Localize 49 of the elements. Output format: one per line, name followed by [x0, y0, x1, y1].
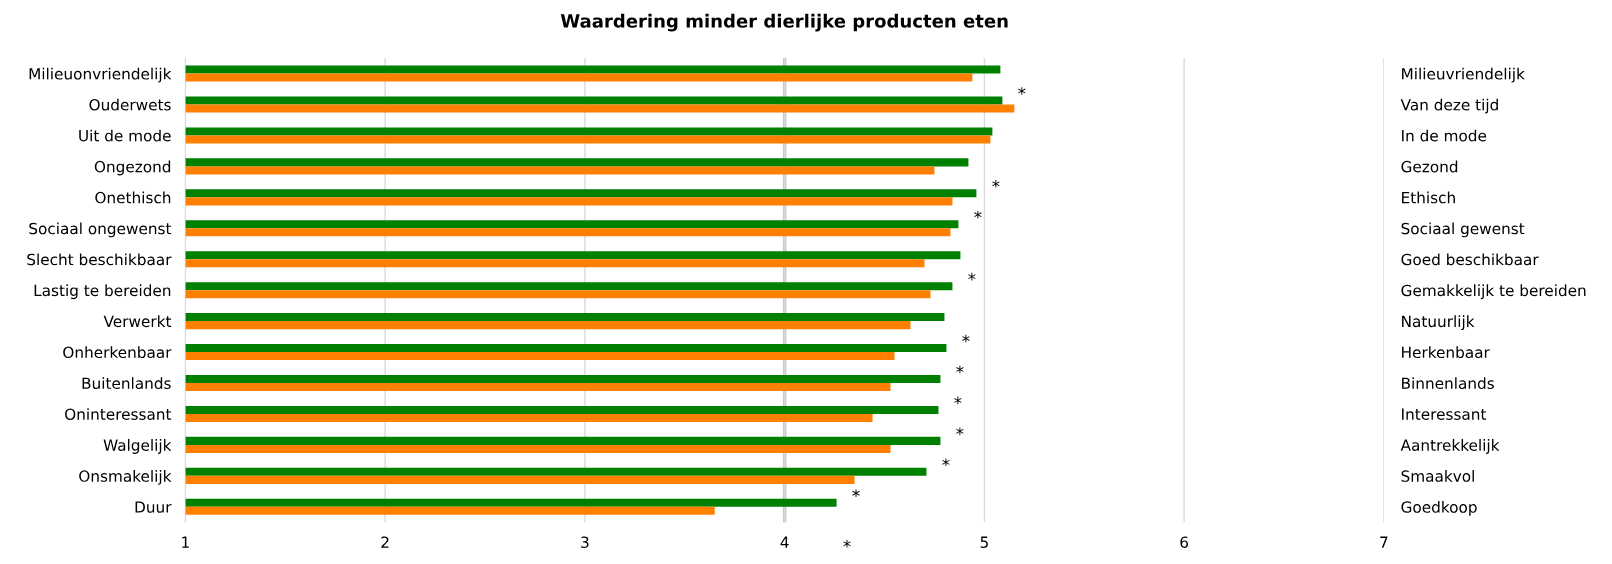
y-tick-label: Buitenlands — [82, 377, 171, 390]
x-tick-label: 1 — [182, 536, 189, 548]
y2-tick-label: Gemakkelijk te bereiden — [1401, 284, 1586, 300]
y-tick-label: Lastig te bereiden — [34, 284, 171, 300]
y-tick-label: Uit de mode — [79, 129, 171, 142]
data-label: * — [956, 427, 964, 436]
y2-tick-label: Natuurlijk — [1402, 315, 1475, 331]
y-tick-label: Sociaal ongewenst — [29, 222, 172, 238]
y-tick-label: Duur — [135, 501, 172, 513]
y2-tick-label: Smaakvol — [1401, 470, 1474, 482]
y-tick-label: Ouderwets — [89, 98, 171, 111]
y2-tick-label: Interessant — [1402, 408, 1487, 420]
y2-tick-label: Van deze tijd — [1400, 98, 1498, 114]
data-label: * — [942, 458, 950, 467]
x-tick-label: 5 — [980, 536, 988, 548]
data-label: * — [1018, 87, 1026, 95]
chart-title: Waardering minder dierlijke producten eten — [560, 13, 1008, 32]
y2-tick-label: Ethisch — [1402, 191, 1455, 204]
y-tick-label: Onethisch — [95, 191, 171, 204]
y2-tick-label: Aantrekkelijk — [1400, 439, 1500, 454]
data-label: * — [974, 210, 982, 219]
data-label: * — [962, 334, 970, 343]
y2-tick-label: Milieuvriendelijk — [1402, 67, 1525, 83]
x-tick-label: 7 — [1380, 536, 1388, 548]
y2-tick-label: Herkenbaar — [1402, 346, 1490, 359]
text: * — [843, 540, 851, 548]
y-tick-label: Slecht beschikbaar — [27, 253, 172, 266]
y-tick-label: Ongezond — [94, 160, 171, 176]
y-tick-label: Onsmakelijk — [79, 470, 172, 485]
y2-tick-label: In de mode — [1402, 129, 1487, 142]
y-tick-label: Oninteressant — [65, 408, 172, 420]
y2-tick-label: Sociaal gewenst — [1401, 222, 1525, 238]
y-tick-label: Verwerkt — [103, 315, 172, 328]
data-label: * — [852, 489, 860, 498]
data-label: * — [968, 272, 976, 281]
y-tick-label: Onherkenbaar — [63, 346, 172, 359]
y-tick-label: Milieuonvriendelijk — [29, 67, 172, 83]
data-label: * — [954, 396, 962, 405]
x-tick-label: 4 — [780, 536, 789, 548]
x-tick-label: 2 — [381, 536, 389, 548]
y2-tick-label: Goed beschikbaar — [1401, 253, 1539, 266]
y-tick-label: Walgelijk — [103, 439, 172, 454]
x-tick-label: 3 — [581, 536, 589, 548]
y2-tick-label: Binnenlands — [1402, 377, 1494, 390]
x-tick-label: 6 — [1180, 536, 1189, 548]
data-label: * — [956, 365, 964, 374]
y2-tick-label: Gezond — [1401, 160, 1458, 173]
y2-tick-label: Goedkoop — [1401, 500, 1477, 516]
data-label: * — [992, 179, 1000, 188]
